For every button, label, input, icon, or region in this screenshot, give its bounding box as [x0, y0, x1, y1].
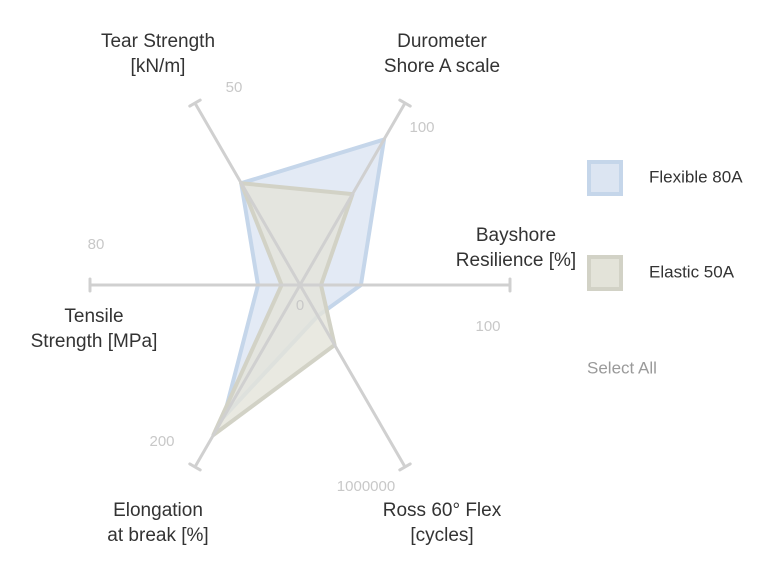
axis-layer — [88, 98, 512, 472]
axis-line-tensile — [88, 277, 302, 293]
legend-swatch — [587, 160, 623, 196]
axis-title-ross: Ross 60° Flex [cycles] — [383, 500, 502, 546]
legend-swatch — [587, 255, 623, 291]
legend-item-elastic-50a[interactable]: Elastic 50A — [587, 255, 735, 291]
axis-line-bayshore — [298, 277, 512, 293]
axis-title-bayshore: Bayshore Resilience [%] — [456, 225, 576, 271]
axis-title-tear: Tear Strength [kN/m] — [101, 31, 215, 77]
axis-line-ross — [298, 283, 412, 472]
axis-line-elongation — [188, 283, 302, 472]
legend-label: Flexible 80A — [649, 167, 743, 186]
tick-label-tear-max: 50 — [226, 79, 243, 96]
legend: Flexible 80A Elastic 50A Select All — [587, 160, 743, 377]
tick-label-tensile-max: 80 — [88, 236, 105, 253]
axis-line-tear — [188, 98, 302, 287]
select-all-button[interactable]: Select All — [587, 358, 657, 377]
axis-title-tensile: Tensile Strength [MPa] — [31, 306, 158, 352]
axis-title-elongation: Elongation at break [%] — [107, 500, 208, 546]
tick-label-elongation-max: 200 — [149, 433, 174, 450]
legend-item-flexible-80a[interactable]: Flexible 80A — [587, 160, 743, 196]
tick-label-bayshore-max: 100 — [475, 318, 500, 335]
tick-label-durometer-max: 100 — [409, 119, 434, 136]
center-tick-label: 0 — [296, 297, 304, 314]
axis-title-durometer: Durometer Shore A scale — [384, 31, 500, 77]
legend-label: Elastic 50A — [649, 262, 735, 281]
axis-line-durometer — [298, 98, 412, 287]
label-layer: 0 100 Durometer Shore A scale 100 Bayshore Res… — [31, 31, 577, 546]
tick-label-ross-max: 1000000 — [337, 478, 395, 495]
